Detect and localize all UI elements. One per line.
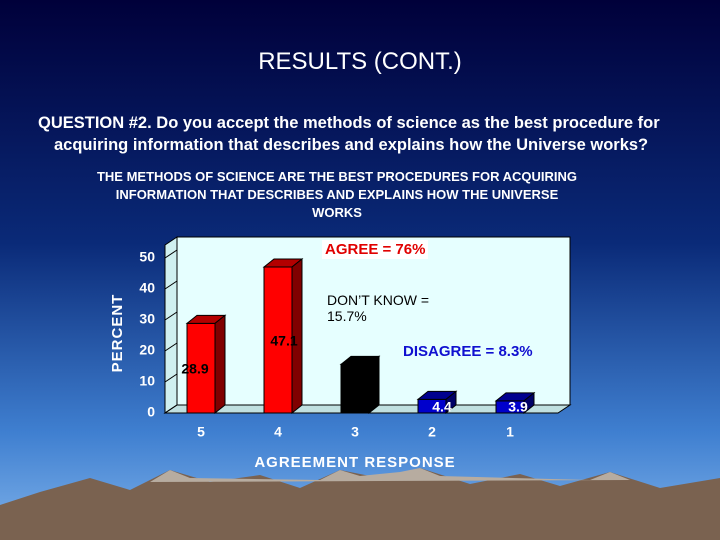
y-tick-label: 20 [139,342,155,358]
y-tick-label: 0 [147,404,155,420]
bar [339,355,381,415]
plot-side-wall [164,236,178,414]
bar [494,391,536,415]
bar-side [523,391,535,415]
annotation: DISAGREE = 8.3% [400,342,536,361]
y-axis-label: PERCENT [109,294,126,373]
x-tick-label: 3 [351,424,359,440]
data-label: 47.1 [270,333,297,349]
x-tick-label: 4 [274,424,282,440]
tick-line [164,342,178,352]
y-tick-label: 50 [139,249,155,265]
tick-line [164,311,178,321]
mountains [0,468,720,540]
mountain-snow [150,468,630,482]
bar-side [214,314,226,415]
x-tick-label: 5 [197,424,205,440]
annotation: DON’T KNOW = 15.7% [327,292,430,324]
bar-side [445,390,457,415]
tick-line [164,280,178,290]
tick-line [164,373,178,383]
tick-line [164,249,178,259]
bar-side [291,257,303,415]
bar [416,390,458,415]
question: QUESTION #2. Do you accept the methods o… [38,114,660,154]
x-tick-label: 1 [506,424,514,440]
annotation: AGREE = 76% [322,240,429,259]
tick-line [164,404,178,414]
chart-title: THE METHODS OF SCIENCE ARE THE BEST PROC… [96,169,578,220]
bar [185,314,227,415]
bar [262,257,304,415]
y-tick-label: 30 [139,311,155,327]
y-tick-label: 10 [139,373,155,389]
data-label: 15.7 [351,379,378,395]
x-tick-label: 2 [428,424,436,440]
bar-side [368,355,380,415]
plot: 0 10 20 30 40 50 28.9 5 47.1 4 15.7 3 4.4 2 3.9 1 [139,249,536,440]
slide-title: RESULTS (CONT.) [258,48,462,75]
x-axis-label: AGREEMENT RESPONSE [254,454,455,471]
data-label: 3.9 [508,399,528,415]
data-label: 4.4 [432,399,452,415]
data-label: 28.9 [181,361,208,377]
y-tick-label: 40 [139,280,155,296]
